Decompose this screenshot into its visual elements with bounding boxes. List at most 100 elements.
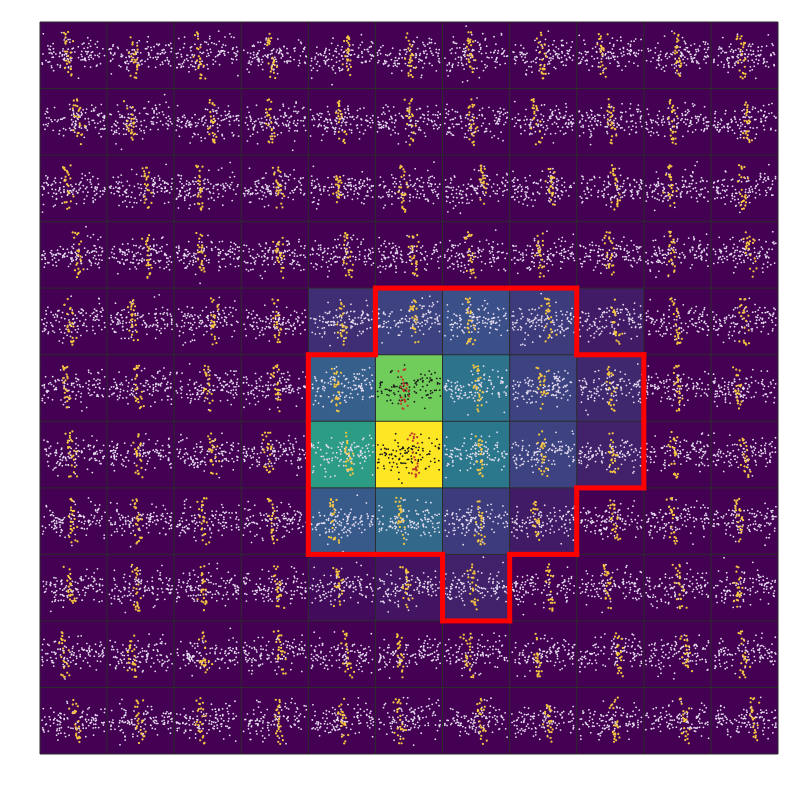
highlight-point — [675, 60, 679, 63]
scatter-point — [274, 121, 276, 124]
scatter-point — [121, 54, 124, 57]
scatter-point — [188, 252, 191, 255]
scatter-point — [280, 131, 283, 134]
scatter-point — [169, 255, 172, 258]
scatter-point — [186, 119, 189, 122]
scatter-point — [217, 248, 219, 251]
scatter-point — [177, 52, 180, 54]
highlight-point — [468, 111, 471, 114]
scatter-point — [204, 41, 206, 43]
scatter-point — [603, 180, 606, 183]
scatter-point — [554, 192, 557, 195]
scatter-point — [147, 46, 149, 48]
scatter-point — [765, 191, 768, 194]
scatter-point — [392, 129, 394, 132]
scatter-point — [359, 178, 362, 181]
scatter-point — [404, 53, 407, 56]
highlight-point — [474, 130, 477, 133]
scatter-point — [465, 124, 467, 127]
scatter-point — [620, 115, 623, 118]
scatter-point — [111, 256, 114, 258]
highlight-point — [671, 141, 674, 144]
highlight-point — [208, 126, 211, 129]
scatter-point — [592, 127, 595, 130]
scatter-point — [260, 117, 263, 120]
scatter-point — [44, 258, 47, 261]
scatter-point — [500, 34, 503, 36]
scatter-point — [431, 175, 434, 178]
scatter-point — [57, 119, 60, 121]
scatter-point — [111, 248, 114, 251]
scatter-point — [257, 52, 259, 55]
scatter-point — [265, 188, 268, 190]
scatter-point — [486, 65, 489, 67]
highlight-point — [79, 143, 82, 146]
scatter-point — [299, 177, 302, 180]
scatter-point — [293, 169, 295, 171]
scatter-point — [702, 40, 705, 43]
scatter-point — [253, 125, 256, 128]
scatter-point — [774, 129, 777, 132]
scatter-point — [264, 54, 266, 57]
scatter-point — [55, 197, 58, 200]
scatter-point — [259, 189, 262, 192]
scatter-point — [358, 182, 361, 185]
scatter-point — [155, 43, 158, 46]
scatter-point — [181, 62, 184, 65]
scatter-point — [194, 61, 197, 64]
scatter-point — [531, 71, 533, 74]
scatter-point — [524, 176, 527, 179]
scatter-point — [419, 52, 422, 55]
scatter-point — [92, 233, 95, 236]
scatter-point — [180, 174, 183, 177]
heatmap-cell — [442, 88, 510, 156]
scatter-point — [193, 183, 196, 186]
highlight-point — [469, 52, 472, 55]
scatter-point — [273, 117, 276, 119]
scatter-point — [744, 125, 746, 128]
scatter-point — [120, 53, 123, 56]
scatter-point — [720, 118, 722, 120]
scatter-point — [318, 123, 321, 125]
highlight-point — [199, 77, 202, 80]
scatter-point — [208, 258, 210, 261]
scatter-point — [202, 179, 205, 182]
scatter-point — [746, 196, 749, 199]
heatmap-cell — [442, 687, 510, 754]
scatter-point — [485, 45, 488, 48]
scatter-point — [433, 161, 435, 164]
scatter-point — [327, 65, 330, 67]
scatter-point — [391, 72, 393, 75]
highlight-point — [63, 66, 66, 70]
scatter-point — [679, 46, 681, 49]
scatter-point — [231, 62, 234, 64]
scatter-point — [751, 59, 754, 62]
scatter-point — [83, 247, 86, 250]
scatter-point — [276, 72, 279, 75]
scatter-point — [166, 127, 169, 130]
highlight-point — [412, 138, 415, 141]
scatter-point — [545, 129, 547, 131]
scatter-point — [535, 114, 537, 117]
scatter-point — [258, 121, 261, 123]
scatter-point — [338, 59, 341, 62]
scatter-point — [464, 55, 466, 58]
heatmap-cell — [107, 22, 175, 89]
scatter-point — [621, 191, 624, 194]
scatter-point — [371, 121, 374, 124]
scatter-point — [716, 191, 719, 194]
scatter-point — [283, 173, 286, 175]
scatter-point — [535, 49, 538, 52]
scatter-point — [128, 201, 131, 204]
scatter-point — [68, 189, 71, 192]
scatter-point — [698, 67, 701, 70]
scatter-point — [184, 116, 187, 119]
scatter-point — [335, 56, 338, 59]
scatter-point — [470, 193, 473, 196]
scatter-point — [749, 66, 752, 68]
scatter-point — [360, 185, 362, 188]
scatter-point — [746, 55, 749, 58]
scatter-point — [330, 42, 333, 45]
scatter-point — [472, 49, 475, 52]
scatter-point — [203, 115, 206, 117]
